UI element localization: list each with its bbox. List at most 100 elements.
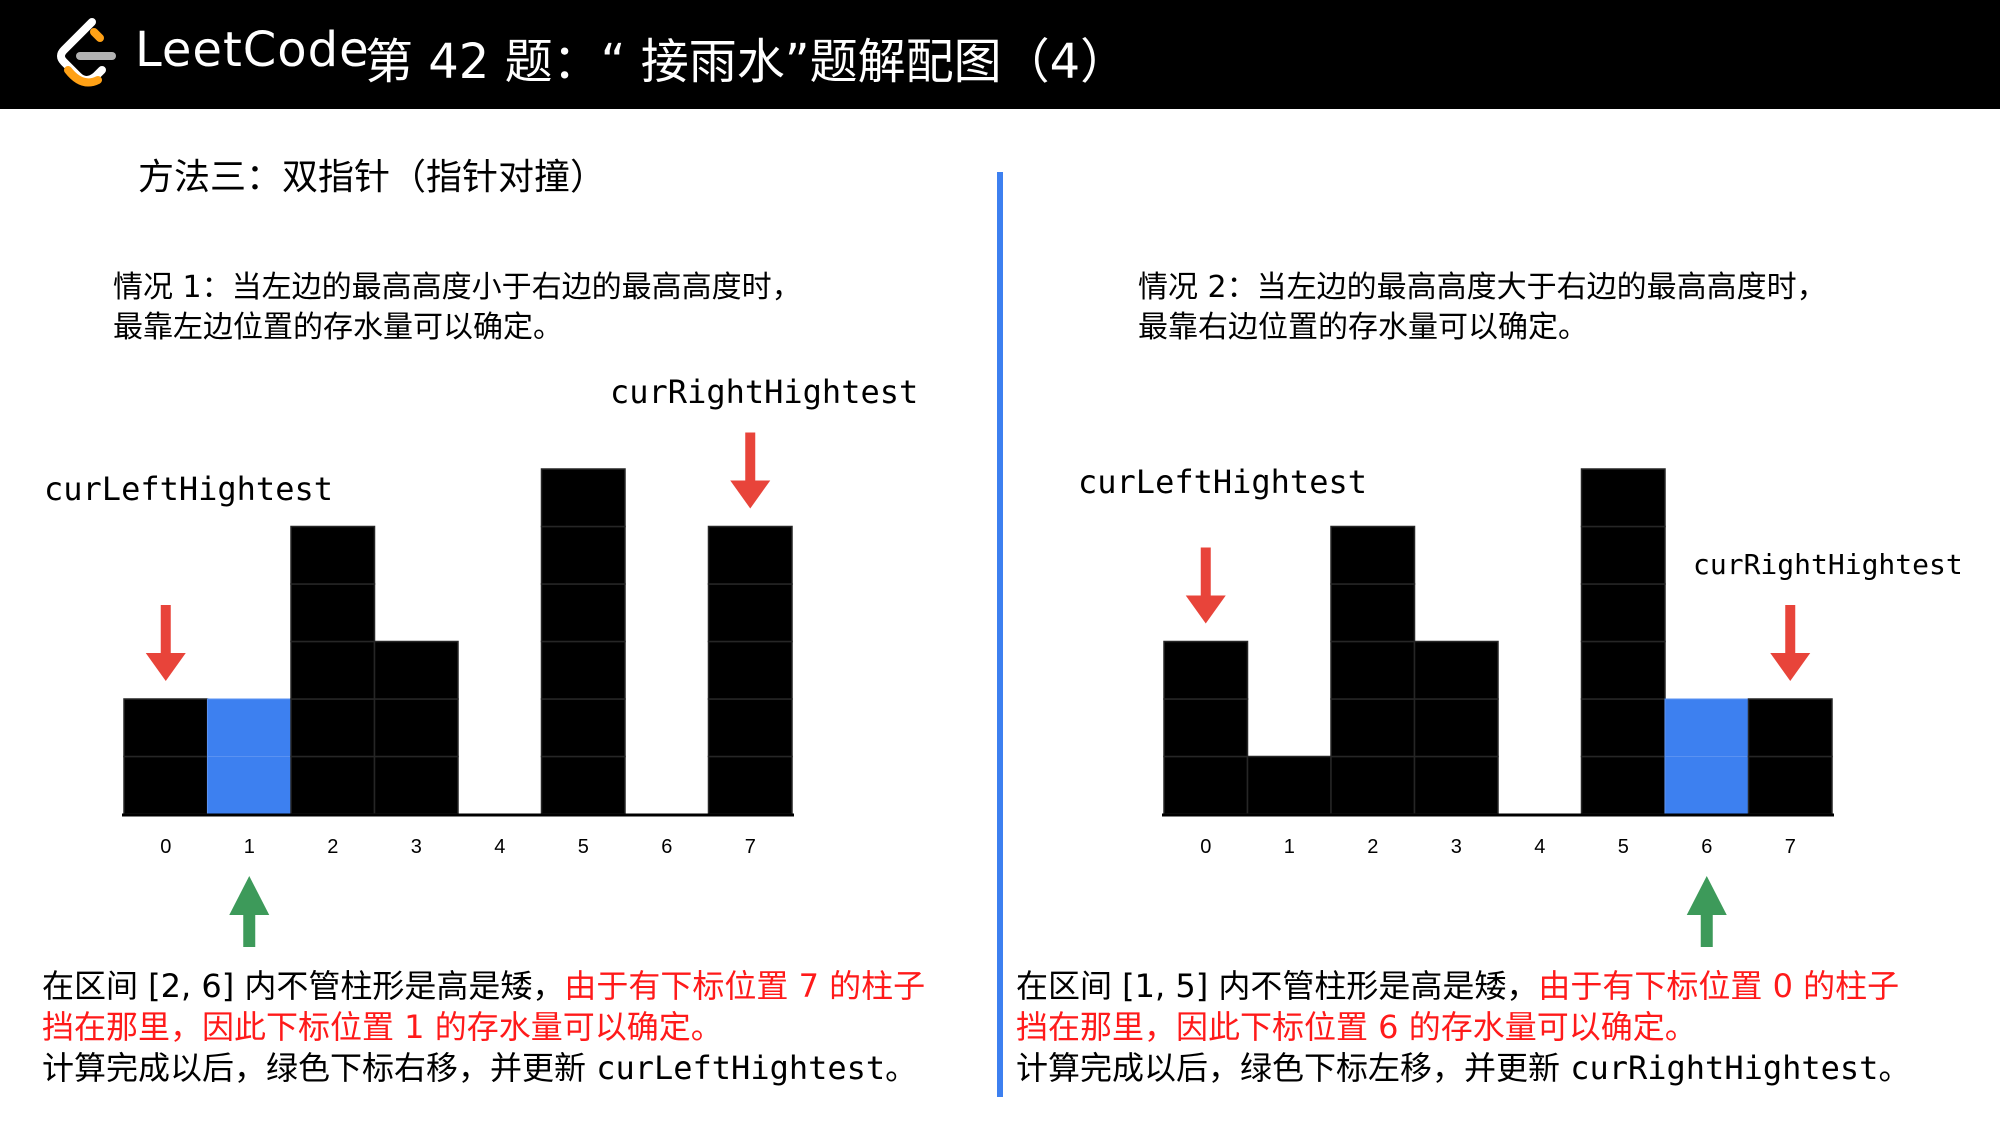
- bar-cell: [123, 755, 209, 815]
- green-up-arrow-icon: [1686, 876, 1727, 915]
- green-up-arrow-shaft: [243, 912, 256, 947]
- x-tick-label: 0: [160, 836, 171, 858]
- leetcode-logo-icon: [57, 18, 116, 87]
- bar-cell: [1330, 583, 1416, 643]
- x-tick-label: 4: [494, 836, 505, 858]
- x-tick-label: 0: [1200, 836, 1211, 858]
- water-cell: [207, 756, 292, 815]
- bar-cell: [1163, 640, 1249, 700]
- method-title: 方法三：双指针（指针对撞）: [138, 157, 607, 198]
- left-explanation-line1-black: 在区间 [2, 6] 内不管柱形是高是矮，: [42, 967, 565, 1005]
- bar-cell: [123, 698, 209, 758]
- bar-cell: [540, 525, 626, 585]
- bar-cell: [1747, 698, 1833, 758]
- x-tick-label: 6: [661, 836, 672, 858]
- x-tick-label: 7: [1785, 836, 1796, 858]
- header-bar: LeetCode 第 42 题：“ 接雨水”题解配图（4）: [0, 0, 2000, 109]
- bar-cell: [1413, 755, 1499, 815]
- bar-cell: [1747, 755, 1833, 815]
- bar-cell: [1580, 640, 1666, 700]
- left-explanation-line1-red: 由于有下标位置 7 的柱子: [564, 967, 926, 1005]
- water-cell: [1664, 756, 1749, 815]
- right-cur-left-label: curLeftHightest: [1078, 463, 1367, 501]
- bar-cell: [1580, 583, 1666, 643]
- bar-cell: [707, 755, 793, 815]
- right-explanation-line3-code: curRightHightest: [1570, 1049, 1879, 1087]
- bar-cell: [540, 583, 626, 643]
- red-down-arrow-icon: [730, 480, 771, 509]
- x-tick-label: 1: [1284, 836, 1295, 858]
- x-tick-label: 5: [578, 836, 589, 858]
- x-tick-label: 2: [1367, 836, 1378, 858]
- bar-cell: [1330, 755, 1416, 815]
- brand-name: LeetCode: [135, 22, 370, 78]
- x-tick-label: 4: [1534, 836, 1545, 858]
- right-explanation-line1-black: 在区间 [1, 5] 内不管柱形是高是矮，: [1016, 967, 1539, 1005]
- bar-cell: [1163, 698, 1249, 758]
- red-down-arrow-shaft: [1785, 605, 1796, 657]
- bar-cell: [290, 698, 376, 758]
- red-down-arrow-icon: [145, 653, 186, 681]
- bar-cell: [707, 640, 793, 700]
- bar-cell: [1330, 525, 1416, 585]
- bar-cell: [1580, 468, 1666, 528]
- x-tick-label: 5: [1618, 836, 1629, 858]
- left-explanation-line3-prefix: 计算完成以后，绿色下标右移，并更新: [42, 1049, 597, 1087]
- left-explanation-line3-code: curLeftHightest: [596, 1049, 886, 1087]
- left-explanation: 在区间 [2, 6] 内不管柱形是高是矮，由于有下标位置 7 的柱子 挡在那里，…: [42, 966, 925, 1089]
- left-case-line2: 最靠左边位置的存水量可以确定。: [113, 310, 563, 345]
- left-explanation-line2: 挡在那里，因此下标位置 1 的存水量可以确定。: [42, 1008, 723, 1046]
- red-down-arrow-shaft: [160, 605, 171, 657]
- bar-cell: [707, 583, 793, 643]
- x-tick-label: 3: [411, 836, 422, 858]
- bar-cell: [1580, 525, 1666, 585]
- left-cur-right-label: curRightHightest: [610, 373, 919, 411]
- bar-cell: [540, 698, 626, 758]
- green-up-arrow-icon: [229, 876, 270, 915]
- bar-cell: [1163, 755, 1249, 815]
- bar-cell: [373, 755, 459, 815]
- bar-cell: [290, 525, 376, 585]
- water-cell: [1664, 698, 1749, 757]
- right-explanation-line1-red: 由于有下标位置 0 的柱子: [1538, 967, 1900, 1005]
- red-down-arrow-shaft: [745, 432, 756, 485]
- left-explanation-line3-suffix: 。: [885, 1049, 918, 1087]
- left-cur-left-label: curLeftHightest: [44, 470, 333, 508]
- bar-cell: [373, 640, 459, 700]
- right-bar-chart: 0 1 2 3 4 5 6 7: [1162, 468, 1834, 947]
- green-up-arrow-shaft: [1700, 912, 1713, 947]
- bar-cell: [290, 755, 376, 815]
- right-cur-right-label: curRightHightest: [1693, 548, 1963, 581]
- red-down-arrow-icon: [1185, 595, 1226, 624]
- bar-cell: [1580, 698, 1666, 758]
- bar-cell: [1413, 640, 1499, 700]
- bar-cell: [373, 698, 459, 758]
- left-case-line1: 情况 1：当左边的最高高度小于右边的最高高度时，: [113, 270, 802, 305]
- right-case-line1: 情况 2：当左边的最高高度大于右边的最高高度时，: [1138, 270, 1827, 305]
- x-tick-label: 7: [745, 836, 756, 858]
- left-case-description: 情况 1：当左边的最高高度小于右边的最高高度时， 最靠左边位置的存水量可以确定。: [113, 268, 802, 348]
- bar-cell: [1330, 698, 1416, 758]
- bar-cell: [290, 640, 376, 700]
- left-bar-chart: 0 1 2 3 4 5 6 7: [122, 432, 794, 947]
- bar-cell: [540, 755, 626, 815]
- water-cell: [207, 698, 292, 757]
- x-tick-label: 3: [1451, 836, 1462, 858]
- x-tick-label: 2: [327, 836, 338, 858]
- bar-cell: [540, 468, 626, 528]
- bar-cell: [707, 698, 793, 758]
- bar-cell: [1330, 640, 1416, 700]
- page-title: 第 42 题：“ 接雨水”题解配图（4）: [365, 34, 1129, 90]
- bar-cell: [1246, 755, 1332, 815]
- red-down-arrow-icon: [1770, 653, 1811, 681]
- right-explanation-line3-prefix: 计算完成以后，绿色下标左移，并更新: [1016, 1049, 1571, 1087]
- right-explanation-line3-suffix: 。: [1878, 1049, 1911, 1087]
- bar-cell: [707, 525, 793, 585]
- right-case-line2: 最靠右边位置的存水量可以确定。: [1138, 310, 1588, 345]
- x-tick-label: 6: [1701, 836, 1712, 858]
- bar-cell: [1580, 755, 1666, 815]
- x-tick-label: 1: [244, 836, 255, 858]
- panel-divider: [997, 172, 1003, 1097]
- right-explanation: 在区间 [1, 5] 内不管柱形是高是矮，由于有下标位置 0 的柱子 挡在那里，…: [1016, 966, 1910, 1089]
